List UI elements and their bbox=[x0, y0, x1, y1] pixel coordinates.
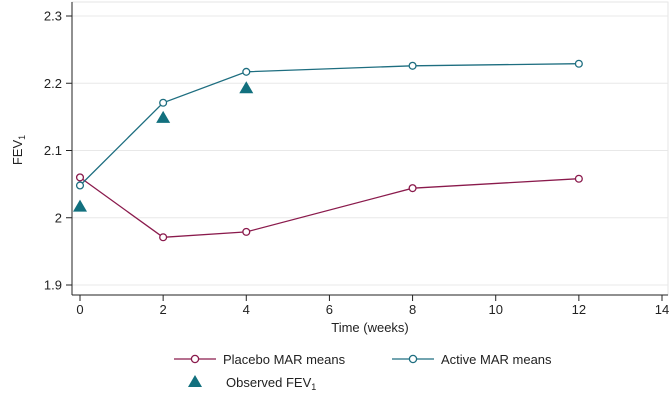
observed-data-point bbox=[73, 199, 87, 212]
y-axis-label-main: FEV bbox=[10, 140, 25, 166]
y-axis-label-sub: 1 bbox=[17, 135, 27, 140]
legend-label-active: Active MAR means bbox=[441, 352, 552, 367]
legend-swatch-active-marker bbox=[408, 354, 418, 364]
legend-item-observed: Observed FEV1 bbox=[188, 375, 316, 392]
placebo-data-point bbox=[159, 233, 168, 242]
x-tick-label: 14 bbox=[655, 302, 669, 317]
legend-swatch-observed-marker bbox=[188, 375, 202, 387]
active-data-point bbox=[159, 98, 168, 107]
legend: Placebo MAR means Active MAR means Obser… bbox=[174, 352, 552, 392]
placebo-data-point bbox=[408, 184, 417, 193]
legend-label-observed: Observed FEV1 bbox=[226, 375, 316, 392]
y-tick-label: 2.2 bbox=[44, 76, 62, 91]
placebo-data-point bbox=[75, 173, 85, 182]
y-axis-label: FEV1 bbox=[10, 135, 27, 165]
legend-label-placebo: Placebo MAR means bbox=[223, 352, 346, 367]
series-markers bbox=[73, 59, 583, 242]
x-tick-label: 8 bbox=[409, 302, 416, 317]
placebo-data-point bbox=[574, 174, 583, 183]
observed-data-point bbox=[156, 110, 171, 123]
legend-item-active: Active MAR means bbox=[392, 352, 552, 367]
x-tick-label: 10 bbox=[488, 302, 502, 317]
placebo-data-point bbox=[242, 227, 251, 236]
x-tick-label: 6 bbox=[326, 302, 333, 317]
x-axis-label: Time (weeks) bbox=[331, 320, 409, 335]
active-data-point bbox=[242, 67, 251, 76]
x-tick-label: 12 bbox=[572, 302, 586, 317]
x-tick-label: 4 bbox=[243, 302, 250, 317]
active-data-point bbox=[75, 181, 85, 190]
active-data-point bbox=[574, 59, 583, 68]
x-tick-label: 0 bbox=[76, 302, 83, 317]
legend-item-placebo: Placebo MAR means bbox=[174, 352, 346, 367]
y-tick-label: 2.3 bbox=[44, 9, 62, 24]
axes: 1.9 2 2.1 2.2 2.3 0 2 4 6 8 10 12 14 bbox=[44, 2, 669, 317]
x-tick-label: 2 bbox=[160, 302, 167, 317]
active-data-point bbox=[408, 61, 417, 70]
legend-label-observed-sub: 1 bbox=[311, 382, 316, 392]
y-tick-label: 2 bbox=[55, 210, 62, 225]
y-tick-label: 2.1 bbox=[44, 143, 62, 158]
legend-label-observed-main: Observed FEV bbox=[226, 375, 312, 390]
gridlines bbox=[72, 15, 668, 286]
observed-data-point bbox=[239, 81, 254, 94]
legend-swatch-placebo-marker bbox=[190, 354, 200, 364]
y-tick-label: 1.9 bbox=[44, 278, 62, 293]
plot-area bbox=[71, 1, 669, 296]
